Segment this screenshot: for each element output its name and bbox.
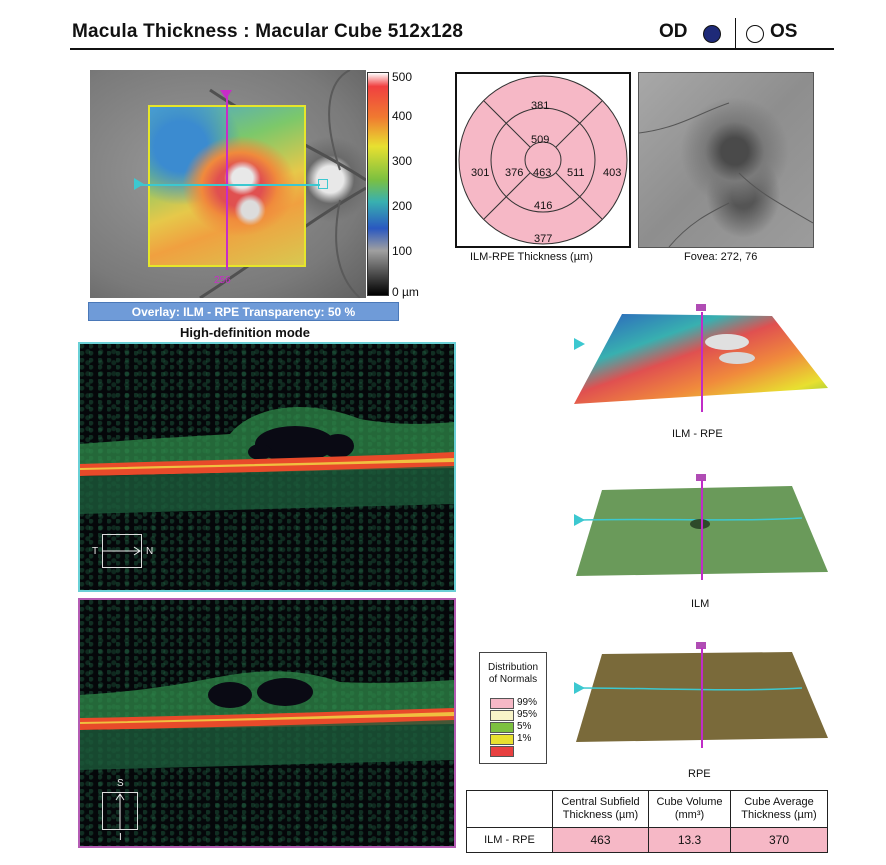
- cube-average-value: 370: [730, 827, 828, 853]
- sector-outer-left: 301: [471, 167, 490, 179]
- legend-title: Distribution of Normals: [487, 662, 539, 685]
- surface-marker-icon: [696, 642, 706, 649]
- overlay-settings-bar[interactable]: Overlay: ILM - RPE Transparency: 50 %: [88, 302, 399, 321]
- colorbar-tick: 0 µm: [392, 285, 419, 299]
- legend-label-99: 99%: [517, 697, 538, 708]
- retina-layers: [80, 407, 454, 514]
- eye-os-label: OS: [770, 21, 798, 42]
- sector-inner-left: 376: [505, 167, 524, 179]
- legend-label-95: 95%: [517, 709, 538, 720]
- colorbar-tick: 100: [392, 244, 413, 258]
- surface-arrow-icon: [574, 338, 585, 350]
- legend-swatch-95: [490, 710, 514, 721]
- sector-outer-right: 403: [603, 167, 622, 179]
- orientation-bottom-label: I: [119, 832, 122, 843]
- sector-inner-inferior: 416: [534, 200, 553, 212]
- cube-volume-value: 13.3: [648, 827, 731, 853]
- orientation-top-label: S: [117, 778, 124, 789]
- fovea-image: [638, 72, 814, 248]
- horizontal-scan-marker-icon[interactable]: [134, 178, 144, 190]
- ilm-surface-plot: [576, 486, 828, 576]
- fovea-vessels: [639, 102, 813, 247]
- sector-map-caption: ILM-RPE Thickness (µm): [470, 251, 593, 263]
- col-cube-volume: Cube Volume (mm³): [648, 790, 731, 828]
- vertical-scan-marker-icon[interactable]: [220, 90, 232, 99]
- surface-arrow-icon: [574, 682, 585, 694]
- vertical-bscan[interactable]: S I: [78, 598, 456, 848]
- row-label: ILM - RPE: [466, 827, 553, 853]
- sector-outer-inferior: 377: [534, 233, 553, 245]
- surface-marker-icon: [696, 474, 706, 481]
- etdrs-grid: [458, 75, 628, 245]
- header-rule: [70, 48, 834, 50]
- sector-outer-superior: 381: [531, 100, 550, 112]
- surface-marker-icon: [696, 304, 706, 311]
- scan-index-label: 256: [214, 275, 231, 286]
- colorbar-tick: 400: [392, 109, 413, 123]
- col-central-subfield: Central Subfield Thickness (µm): [552, 790, 649, 828]
- scan-end-marker-icon: [318, 179, 328, 189]
- legend-swatch-5: [490, 722, 514, 733]
- legend-label-5: 5%: [517, 721, 532, 732]
- orientation-left-label: T: [92, 546, 99, 557]
- vertical-scan-line[interactable]: [226, 92, 228, 270]
- eye-od-label: OD: [659, 21, 688, 42]
- ilm-3d-surface[interactable]: [572, 474, 828, 580]
- horizontal-bscan[interactable]: T N: [78, 342, 456, 592]
- surface-scan-line: [701, 312, 703, 412]
- sector-center: 463: [533, 167, 552, 179]
- ilm-rpe-label: ILM - RPE: [672, 428, 723, 440]
- legend-swatch-low: [490, 746, 514, 757]
- orientation-right-label: N: [146, 546, 154, 557]
- thickness-results-table: Central Subfield Thickness (µm) Cube Vol…: [466, 790, 828, 853]
- surface-scan-line: [701, 648, 703, 748]
- rpe-surface-plot: [576, 652, 828, 742]
- mode-label: High-definition mode: [180, 325, 310, 340]
- legend-swatch-1: [490, 734, 514, 745]
- legend-label-1: 1%: [517, 733, 532, 744]
- colorbar-tick: 300: [392, 154, 413, 168]
- eye-os-radio[interactable]: [746, 25, 764, 43]
- colorbar-tick: 200: [392, 199, 413, 213]
- orientation-arrow-icon: [115, 793, 125, 830]
- thickness-colorbar: [367, 72, 389, 296]
- legend-swatch-99: [490, 698, 514, 709]
- fovea-caption: Fovea: 272, 76: [684, 251, 758, 263]
- surface-arrow-icon: [574, 514, 585, 526]
- orientation-arrow-icon: [102, 546, 141, 556]
- retina-layers: [80, 671, 454, 770]
- report-title: Macula Thickness : Macular Cube 512x128: [72, 21, 464, 42]
- sector-inner-right: 511: [567, 167, 585, 179]
- ilm-rpe-surface-plot: [574, 314, 828, 404]
- table-corner: [466, 790, 553, 828]
- sector-inner-superior: 509: [531, 134, 550, 146]
- surface-scan-line: [701, 480, 703, 580]
- sector-thickness-map: [455, 72, 631, 248]
- colorbar-tick: 500: [392, 70, 413, 84]
- ilm-rpe-3d-surface[interactable]: [572, 304, 828, 412]
- ilm-label: ILM: [691, 598, 710, 610]
- eye-divider: [735, 18, 736, 48]
- col-cube-average: Cube Average Thickness (µm): [730, 790, 828, 828]
- central-subfield-value: 463: [552, 827, 649, 853]
- horizontal-scan-line[interactable]: [140, 184, 320, 186]
- rpe-3d-surface[interactable]: [572, 642, 828, 748]
- rpe-label: RPE: [688, 768, 711, 780]
- eye-od-radio[interactable]: [703, 25, 721, 43]
